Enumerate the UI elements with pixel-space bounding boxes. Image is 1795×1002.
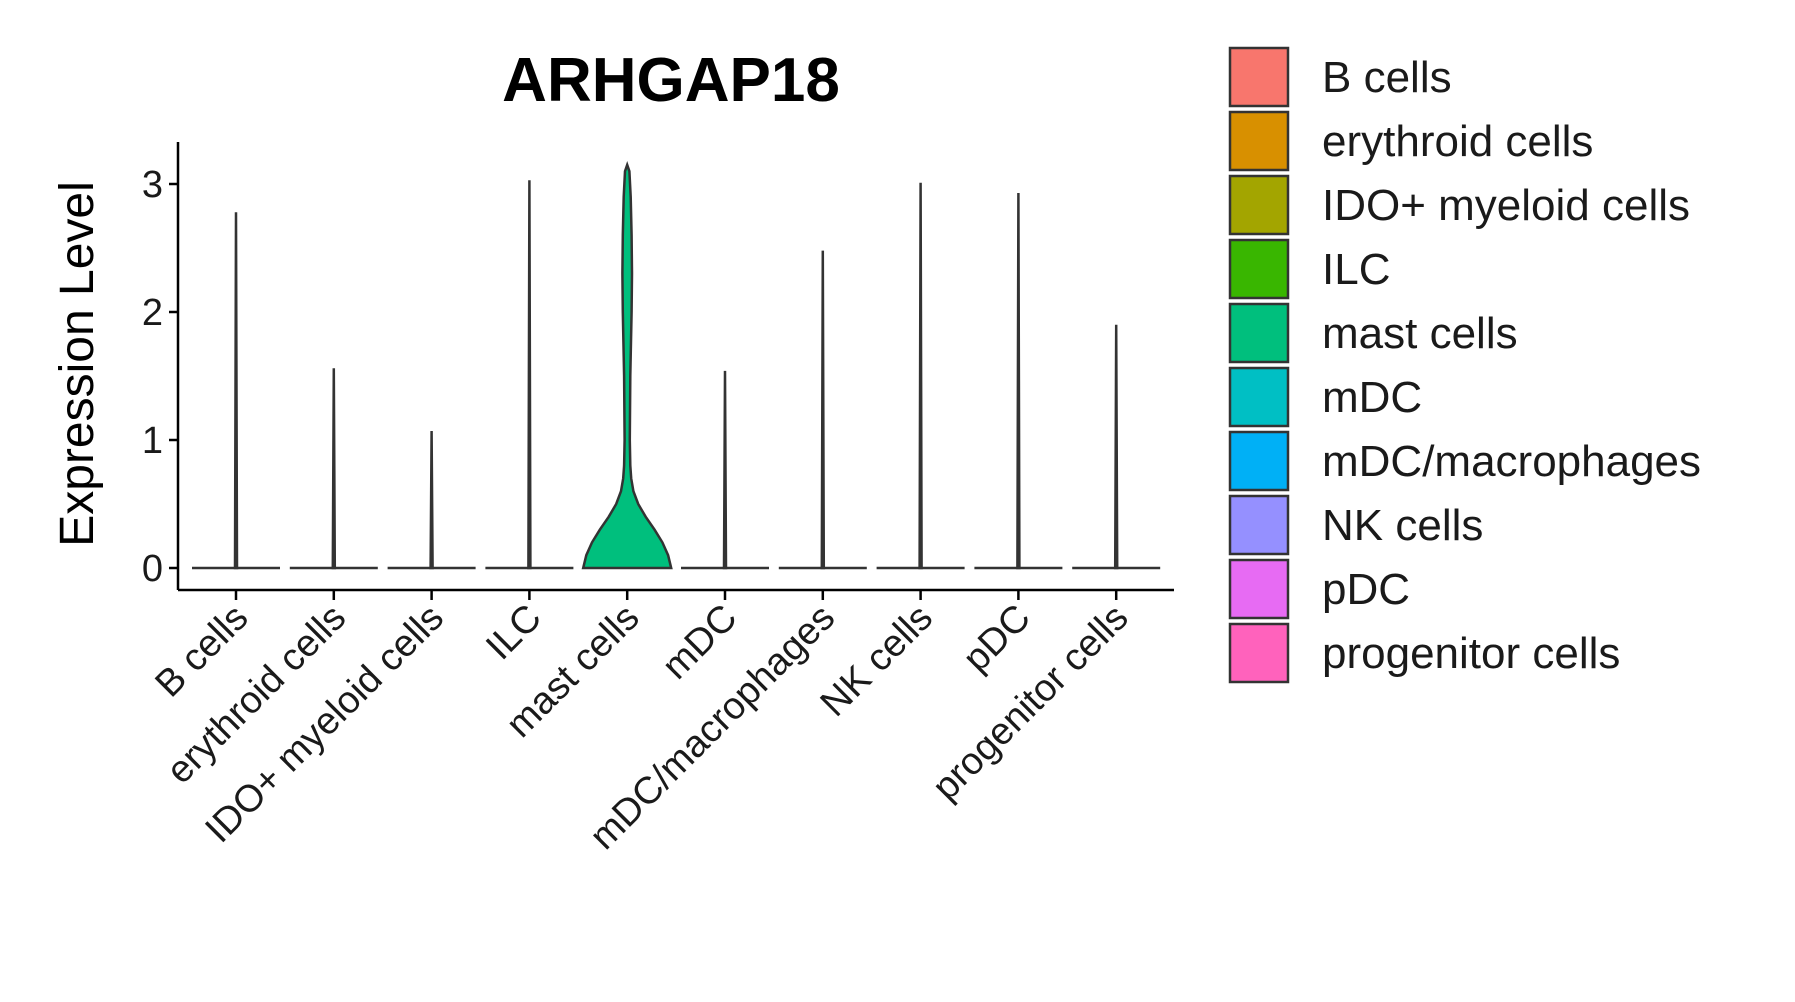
y-tick-label: 1 bbox=[142, 420, 163, 462]
y-axis-ticks: 0 1 2 3 bbox=[142, 164, 178, 590]
legend-label: ILC bbox=[1322, 245, 1390, 294]
legend-swatch bbox=[1228, 494, 1290, 556]
legend-swatch bbox=[1228, 46, 1290, 108]
violin-group bbox=[192, 160, 1161, 570]
violin-mdc-macrophages bbox=[778, 250, 867, 570]
y-tick-label: 0 bbox=[142, 548, 163, 590]
violin-pdc bbox=[974, 192, 1063, 570]
legend-item: ILC bbox=[1228, 238, 1390, 300]
legend-label: NK cells bbox=[1322, 501, 1483, 550]
y-tick-label: 2 bbox=[142, 292, 163, 334]
legend-item: mDC bbox=[1228, 366, 1422, 428]
violin-spike bbox=[527, 180, 532, 570]
legend-item: erythroid cells bbox=[1228, 110, 1593, 172]
legend-item: mast cells bbox=[1228, 302, 1518, 364]
violin-progenitor-cells bbox=[1072, 324, 1161, 570]
legend-swatch bbox=[1228, 366, 1290, 428]
legend-label: pDC bbox=[1322, 565, 1410, 614]
legend-item: B cells bbox=[1228, 46, 1452, 108]
violin-spike bbox=[722, 370, 728, 570]
violin-b-cells bbox=[192, 212, 280, 570]
legend-swatch bbox=[1228, 430, 1290, 492]
legend-swatch bbox=[1228, 558, 1290, 620]
violin-spike bbox=[1113, 324, 1119, 570]
violin-spike bbox=[429, 430, 434, 570]
violin-mdc bbox=[681, 370, 769, 570]
y-tick-label: 3 bbox=[142, 164, 163, 206]
legend-swatch bbox=[1228, 110, 1290, 172]
violin-ido-myeloid-cells bbox=[387, 430, 476, 570]
violin-spike bbox=[820, 250, 826, 570]
violin-nk-cells bbox=[876, 182, 965, 570]
violin-mast-cells bbox=[581, 160, 673, 570]
legend-label: mast cells bbox=[1322, 309, 1518, 358]
legend-item: pDC bbox=[1228, 558, 1410, 620]
legend-label: progenitor cells bbox=[1322, 629, 1620, 678]
x-tick-label: pDC bbox=[955, 597, 1038, 680]
legend-item: progenitor cells bbox=[1228, 622, 1620, 684]
legend-item: IDO+ myeloid cells bbox=[1228, 174, 1690, 236]
legend-label: mDC bbox=[1322, 373, 1422, 422]
legend-label: erythroid cells bbox=[1322, 117, 1593, 166]
legend-item: NK cells bbox=[1228, 494, 1483, 556]
legend-swatch bbox=[1228, 238, 1290, 300]
x-tick-label: ILC bbox=[478, 597, 550, 669]
violin-spike bbox=[1016, 192, 1021, 570]
legend-swatch bbox=[1228, 174, 1290, 236]
legend-label: mDC/macrophages bbox=[1322, 437, 1701, 486]
violin-erythroid-cells bbox=[289, 368, 378, 570]
legend-swatch bbox=[1228, 622, 1290, 684]
violin-shape bbox=[581, 160, 673, 570]
legend-item: mDC/macrophages bbox=[1228, 430, 1701, 492]
y-axis-label: Expression Level bbox=[51, 181, 104, 547]
x-tick-label: mDC bbox=[654, 597, 745, 688]
legend: B cells erythroid cells IDO+ myeloid cells… bbox=[1228, 46, 1701, 684]
legend-label: B cells bbox=[1322, 53, 1452, 102]
chart-title: ARHGAP18 bbox=[502, 46, 840, 115]
violin-spike bbox=[331, 368, 337, 570]
violin-spike bbox=[233, 212, 239, 570]
legend-label: IDO+ myeloid cells bbox=[1322, 181, 1690, 230]
violin-spike bbox=[918, 182, 923, 570]
legend-swatch bbox=[1228, 302, 1290, 364]
violin-ilc bbox=[485, 180, 574, 570]
